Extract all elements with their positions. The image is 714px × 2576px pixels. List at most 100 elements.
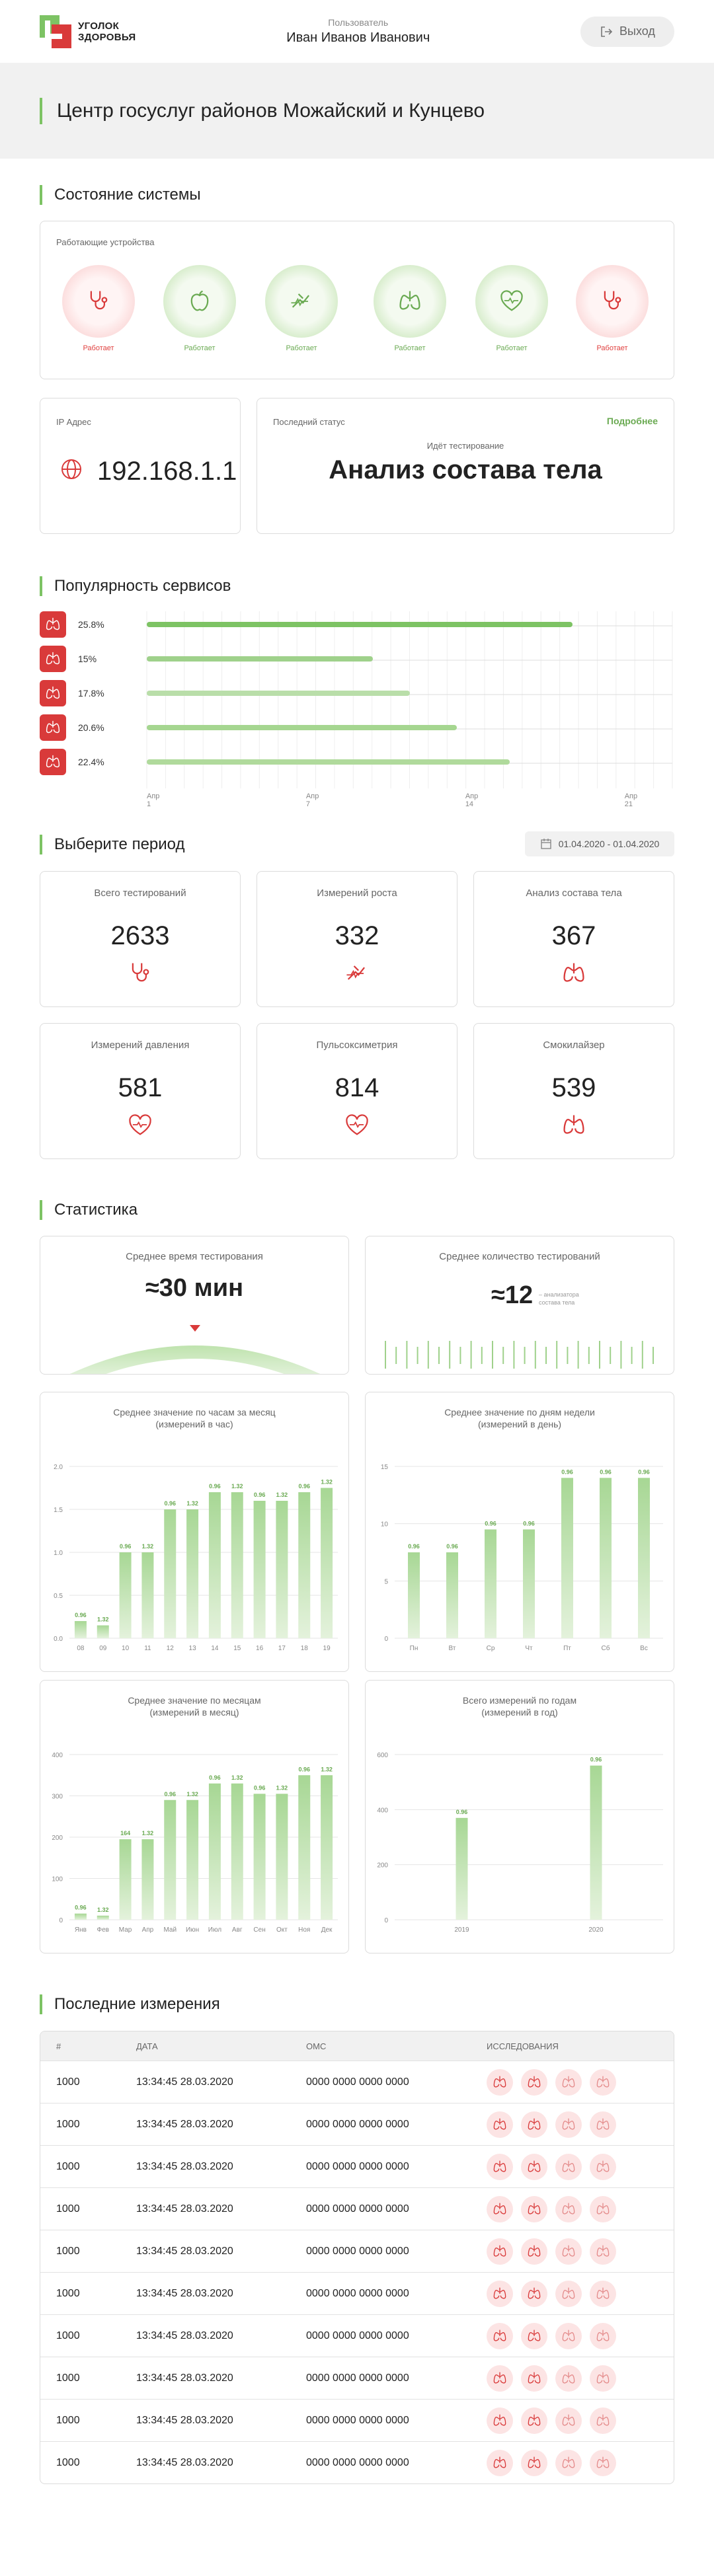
popularity-value: 15% bbox=[78, 654, 97, 664]
research-badge[interactable] bbox=[555, 2238, 582, 2265]
research-badge[interactable] bbox=[555, 2195, 582, 2222]
research-badge[interactable] bbox=[487, 2322, 513, 2349]
table-row[interactable]: 1000 13:34:45 28.03.2020 0000 0000 0000 00… bbox=[40, 2230, 674, 2272]
bar bbox=[298, 1492, 311, 1638]
stat-card[interactable]: Измерений роста 332 bbox=[257, 871, 457, 1007]
device-5[interactable]: Работает bbox=[475, 265, 548, 352]
y-tick-label: 200 bbox=[52, 1835, 63, 1842]
research-badge[interactable] bbox=[487, 2365, 513, 2392]
bar-value-label: 0.96 bbox=[298, 1766, 310, 1772]
research-badge[interactable] bbox=[555, 2280, 582, 2307]
stat-card[interactable]: Пульсоксиметрия 814 bbox=[257, 1023, 457, 1159]
device-3[interactable]: Работает bbox=[265, 265, 338, 352]
research-badge[interactable] bbox=[590, 2449, 616, 2476]
research-badge[interactable] bbox=[521, 2238, 547, 2265]
last-status-caption: Последний статус bbox=[273, 417, 345, 427]
research-badge[interactable] bbox=[521, 2111, 547, 2138]
bar bbox=[590, 1765, 602, 1920]
stat-card[interactable]: Смокилайзер 539 bbox=[473, 1023, 674, 1159]
table-row[interactable]: 1000 13:34:45 28.03.2020 0000 0000 0000 00… bbox=[40, 2399, 674, 2441]
research-badge[interactable] bbox=[487, 2068, 513, 2096]
stat-card[interactable]: Анализ состава тела 367 bbox=[473, 871, 674, 1007]
testing-caption: Идёт тестирование bbox=[426, 441, 504, 451]
research-badge[interactable] bbox=[590, 2153, 616, 2180]
row-oms: 0000 0000 0000 0000 bbox=[306, 2372, 409, 2384]
device-status: Работает bbox=[184, 344, 216, 352]
bar-value-label: 1.32 bbox=[276, 1784, 288, 1791]
research-badge[interactable] bbox=[555, 2111, 582, 2138]
y-tick-label: 1.0 bbox=[54, 1550, 63, 1557]
stat-card-title: Анализ состава тела bbox=[526, 888, 622, 899]
lungs-icon bbox=[562, 2160, 575, 2172]
research-badge[interactable] bbox=[521, 2449, 547, 2476]
table-row[interactable]: 1000 13:34:45 28.03.2020 0000 0000 0000 00… bbox=[40, 2357, 674, 2399]
research-badge[interactable] bbox=[555, 2068, 582, 2096]
x-category-label: Дек bbox=[321, 1926, 333, 1934]
table-row[interactable]: 1000 13:34:45 28.03.2020 0000 0000 0000 00… bbox=[40, 2272, 674, 2314]
table-row[interactable]: 1000 13:34:45 28.03.2020 0000 0000 0000 00… bbox=[40, 2441, 674, 2483]
stat-card-value: 367 bbox=[551, 921, 596, 950]
lungs-icon bbox=[493, 2456, 506, 2468]
research-badge[interactable] bbox=[521, 2195, 547, 2222]
y-tick-label: 400 bbox=[52, 1752, 63, 1759]
research-badge[interactable] bbox=[521, 2153, 547, 2180]
research-badge[interactable] bbox=[521, 2365, 547, 2392]
logout-button[interactable]: Выход bbox=[580, 16, 674, 47]
research-badge[interactable] bbox=[590, 2068, 616, 2096]
research-badge[interactable] bbox=[590, 2195, 616, 2222]
table-row[interactable]: 1000 13:34:45 28.03.2020 0000 0000 0000 00… bbox=[40, 2103, 674, 2145]
research-badge[interactable] bbox=[555, 2322, 582, 2349]
bar bbox=[74, 1913, 87, 1920]
bar-chart: 0 200 400 600 0.96 2019 0.96 2020 bbox=[377, 1752, 663, 1934]
lungs-icon bbox=[528, 2287, 541, 2299]
research-badge[interactable] bbox=[521, 2322, 547, 2349]
y-tick-label: 0 bbox=[384, 1917, 388, 1924]
y-tick-label: 0 bbox=[384, 1636, 388, 1643]
device-2[interactable]: Работает bbox=[163, 265, 236, 352]
research-badge[interactable] bbox=[590, 2238, 616, 2265]
details-link[interactable]: Подробнее bbox=[606, 416, 658, 426]
bar bbox=[231, 1492, 243, 1638]
device-6[interactable]: Работает bbox=[576, 265, 649, 352]
bar-value-label: 0.96 bbox=[164, 1791, 176, 1798]
research-badge[interactable] bbox=[487, 2238, 513, 2265]
row-oms: 0000 0000 0000 0000 bbox=[306, 2414, 409, 2426]
research-badge[interactable] bbox=[555, 2153, 582, 2180]
research-badge[interactable] bbox=[555, 2407, 582, 2434]
bar bbox=[141, 1552, 154, 1638]
research-badge[interactable] bbox=[487, 2280, 513, 2307]
y-tick-label: 100 bbox=[52, 1876, 63, 1883]
research-badge[interactable] bbox=[487, 2449, 513, 2476]
research-badge[interactable] bbox=[590, 2280, 616, 2307]
device-1[interactable]: Работает bbox=[62, 265, 135, 352]
research-badge[interactable] bbox=[521, 2407, 547, 2434]
device-4[interactable]: Работает bbox=[374, 265, 446, 352]
research-badge[interactable] bbox=[590, 2407, 616, 2434]
research-badge[interactable] bbox=[487, 2407, 513, 2434]
research-badge[interactable] bbox=[487, 2195, 513, 2222]
bar-value-label: 0.96 bbox=[561, 1468, 573, 1475]
research-badge[interactable] bbox=[590, 2111, 616, 2138]
research-badge[interactable] bbox=[590, 2365, 616, 2392]
table-row[interactable]: 1000 13:34:45 28.03.2020 0000 0000 0000 00… bbox=[40, 2187, 674, 2230]
research-badge[interactable] bbox=[487, 2153, 513, 2180]
bar-value-label: 0.96 bbox=[164, 1500, 176, 1507]
research-badge[interactable] bbox=[521, 2280, 547, 2307]
table-row[interactable]: 1000 13:34:45 28.03.2020 0000 0000 0000 00… bbox=[40, 2061, 674, 2103]
table-row[interactable]: 1000 13:34:45 28.03.2020 0000 0000 0000 00… bbox=[40, 2314, 674, 2357]
research-badge[interactable] bbox=[487, 2111, 513, 2138]
device-circle bbox=[265, 265, 338, 338]
stat-card[interactable]: Всего тестирований 2633 bbox=[40, 871, 241, 1007]
table-row[interactable]: 1000 13:34:45 28.03.2020 0000 0000 0000 00… bbox=[40, 2145, 674, 2187]
stat-card[interactable]: Измерений давления 581 bbox=[40, 1023, 241, 1159]
stat-card-value: 2633 bbox=[110, 921, 170, 950]
research-badge[interactable] bbox=[521, 2068, 547, 2096]
lungs-icon bbox=[493, 2245, 506, 2257]
date-range-picker[interactable]: 01.04.2020 - 01.04.2020 bbox=[525, 831, 674, 856]
research-badge[interactable] bbox=[590, 2322, 616, 2349]
research-badge[interactable] bbox=[555, 2365, 582, 2392]
research-badge[interactable] bbox=[555, 2449, 582, 2476]
popularity-bar bbox=[147, 691, 410, 696]
logo[interactable]: УГОЛОК ЗДОРОВЬЯ bbox=[40, 15, 136, 48]
